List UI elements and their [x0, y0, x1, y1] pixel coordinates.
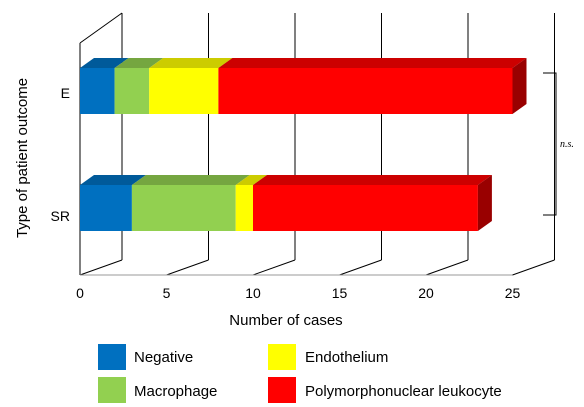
floor-gridline	[339, 259, 382, 276]
x-tick-label: 0	[76, 285, 84, 301]
floor-gridline	[252, 259, 296, 276]
legend-label-negative: Negative	[134, 349, 193, 366]
bar-front-face	[80, 185, 132, 231]
significance-bracket	[543, 72, 557, 216]
bar-top-face	[235, 175, 267, 185]
bar-front-face	[218, 68, 513, 114]
bar-top-face	[80, 58, 129, 68]
chart-grid	[79, 12, 555, 276]
chart-bars	[80, 58, 527, 231]
bar-front-face	[80, 68, 115, 114]
legend-swatch-endothelium	[268, 344, 296, 370]
legend-label-endothelium: Endothelium	[305, 349, 388, 366]
bar-front-face	[131, 185, 236, 231]
bar-top-face	[80, 175, 146, 185]
bar-front-face	[149, 68, 219, 114]
category-label-SR: SR	[51, 208, 70, 224]
bar-segment-SR-polymorphonuclear-leukocyte	[253, 175, 492, 231]
significance-annotation: n.s.	[560, 139, 574, 150]
bar-front-face	[114, 68, 150, 114]
x-tick-label: 15	[332, 285, 348, 301]
bar-top-face	[131, 175, 250, 185]
legend-swatch-negative	[98, 344, 126, 370]
category-label-E: E	[61, 85, 70, 101]
bar-segment-SR-macrophage	[131, 175, 250, 231]
floor-gridline	[425, 259, 469, 276]
bar-segment-E-polymorphonuclear-leukocyte	[218, 58, 527, 114]
bar-front-face	[235, 185, 253, 231]
bar-segment-SR-negative	[80, 175, 146, 231]
y-axis-label: Type of patient outcome	[14, 78, 31, 238]
bar-top-face	[218, 58, 527, 68]
x-axis-label: Number of cases	[229, 312, 342, 329]
x-tick-label: 20	[418, 285, 434, 301]
floor-gridline	[79, 259, 123, 276]
bar-segment-E-endothelium	[149, 58, 233, 114]
x-tick-label: 10	[245, 285, 261, 301]
side-wall-top-edge	[79, 12, 123, 44]
x-tick-labels: 0 5 10 15 20 25	[76, 285, 520, 301]
x-tick-label: 25	[505, 285, 521, 301]
bar-segment-SR-endothelium	[235, 175, 267, 231]
bar-side-face	[512, 58, 527, 114]
legend-label-macrophage: Macrophage	[134, 383, 217, 400]
x-tick-label: 5	[163, 285, 171, 301]
legend-label-pmn-leukocyte: Polymorphonuclear leukocyte	[305, 383, 502, 400]
legend-swatch-macrophage	[98, 377, 126, 403]
floor-gridline	[166, 259, 209, 276]
bar-segment-E-negative	[80, 58, 129, 114]
bar-segment-E-macrophage	[114, 58, 164, 114]
bar-front-face	[253, 185, 478, 231]
bar-side-face	[477, 175, 492, 231]
floor-gridline	[512, 259, 555, 276]
bar-top-face	[114, 58, 164, 68]
bar-top-face	[253, 175, 492, 185]
bar-top-face	[149, 58, 233, 68]
legend-swatch-pmn-leukocyte	[268, 377, 296, 403]
